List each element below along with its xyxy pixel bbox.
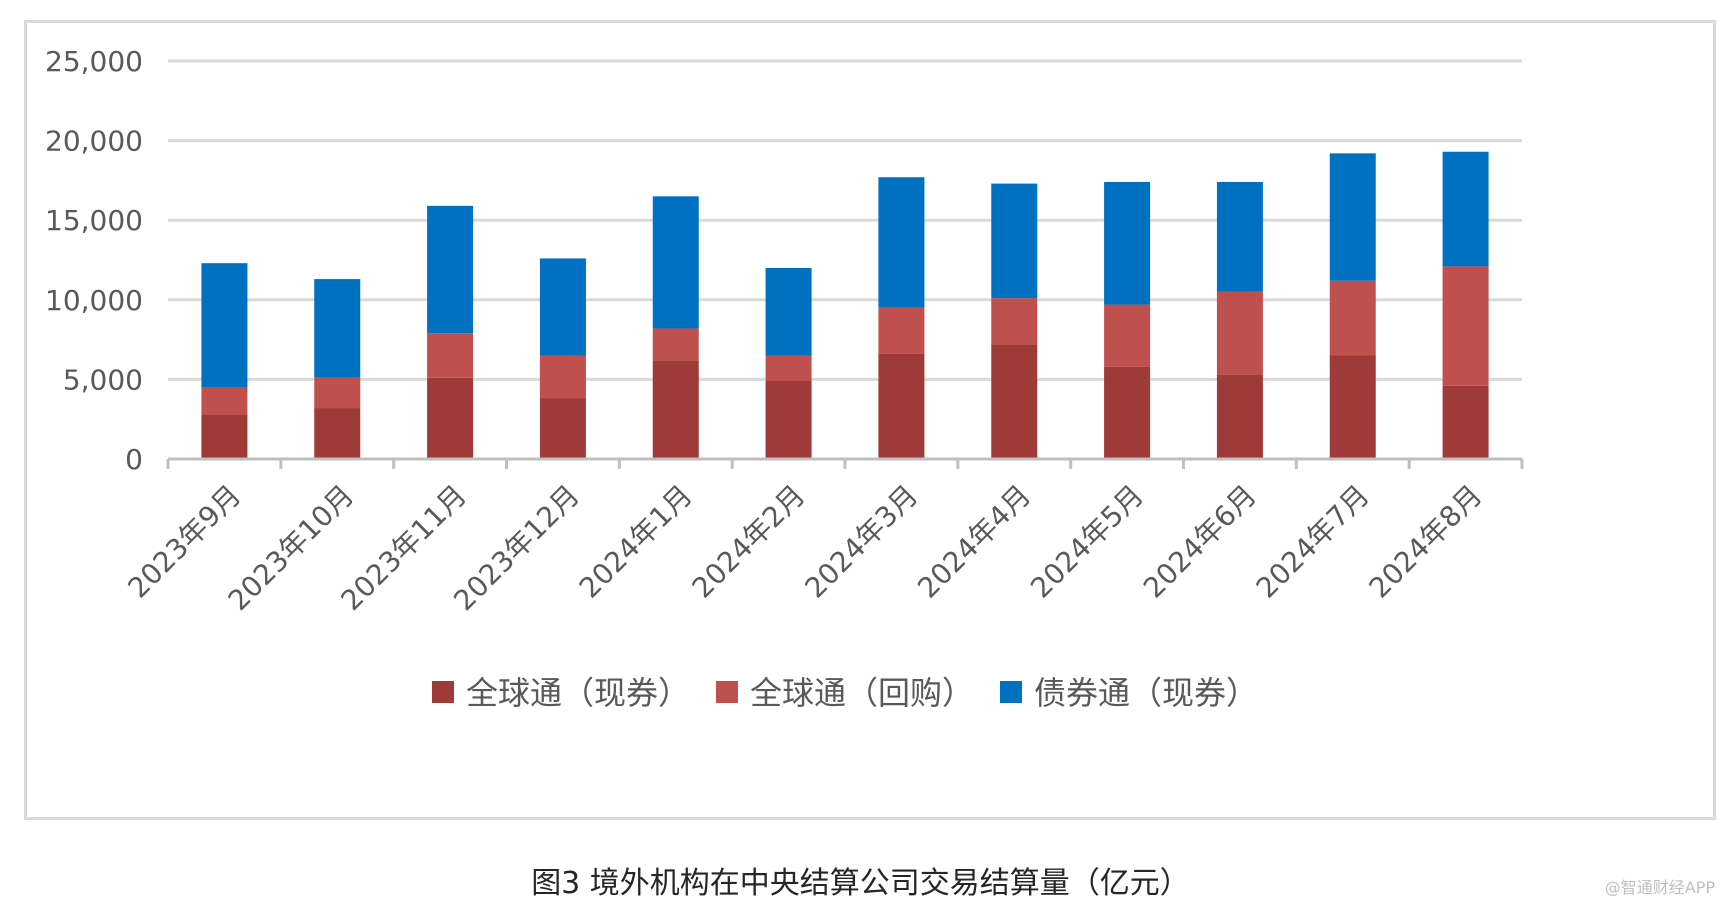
y-axis-ticks: 0 5,000 10,000 15,000 20,000 25,000 bbox=[45, 45, 143, 476]
y-tick-label: 10,000 bbox=[45, 284, 143, 317]
watermark: @智通财经APP bbox=[1604, 878, 1715, 897]
bar-segment-series-2 bbox=[991, 298, 1038, 345]
bar-segment-series-3 bbox=[314, 279, 361, 378]
y-tick-label: 15,000 bbox=[45, 204, 143, 237]
bar-segment-series-1 bbox=[427, 377, 474, 459]
bar-segment-series-3 bbox=[652, 196, 699, 329]
bar-segment-series-3 bbox=[201, 263, 248, 388]
y-tick-label: 0 bbox=[125, 443, 143, 476]
bar-segment-series-1 bbox=[1216, 374, 1263, 459]
x-tick-label: 2024年5月 bbox=[1024, 479, 1150, 605]
bar-segment-series-1 bbox=[314, 408, 361, 459]
legend-label: 全球通（回购） bbox=[750, 674, 974, 712]
bar-segment-series-2 bbox=[1216, 291, 1263, 375]
bar-segment-series-2 bbox=[878, 307, 925, 354]
bar-segment-series-1 bbox=[765, 380, 812, 459]
bar-segment-series-1 bbox=[1104, 366, 1151, 459]
bar-segment-series-2 bbox=[201, 387, 248, 415]
bar-segment-series-2 bbox=[1329, 280, 1376, 356]
bar-segment-series-1 bbox=[1442, 385, 1489, 459]
bar-segment-series-3 bbox=[1104, 181, 1151, 305]
bar-segment-series-3 bbox=[878, 177, 925, 308]
legend-label: 债券通（现券） bbox=[1034, 674, 1258, 712]
bar-segment-series-1 bbox=[991, 344, 1038, 459]
bar-segment-series-1 bbox=[539, 398, 586, 459]
bar-segment-series-2 bbox=[1442, 266, 1489, 386]
gridlines bbox=[168, 59, 1522, 381]
bars bbox=[201, 151, 1489, 459]
y-tick-label: 20,000 bbox=[45, 125, 143, 158]
bar-segment-series-2 bbox=[427, 333, 474, 378]
bar-segment-series-3 bbox=[1442, 151, 1489, 267]
legend-swatch-series-1 bbox=[431, 681, 454, 703]
x-tick-label: 2024年2月 bbox=[686, 479, 812, 605]
legend-swatch-series-3 bbox=[1000, 681, 1023, 703]
x-tick-label: 2024年6月 bbox=[1137, 479, 1263, 605]
bar-segment-series-1 bbox=[878, 353, 925, 459]
x-tick-label: 2024年4月 bbox=[911, 479, 1037, 605]
y-tick-label: 5,000 bbox=[63, 363, 143, 396]
x-axis-labels: 2023年9月2023年10月2023年11月2023年12月2024年1月20… bbox=[121, 479, 1488, 618]
bar-segment-series-2 bbox=[1104, 304, 1151, 367]
bar-segment-series-3 bbox=[539, 258, 586, 356]
bar-segment-series-3 bbox=[1329, 153, 1376, 281]
bar-segment-series-1 bbox=[1329, 355, 1376, 459]
bar-segment-series-2 bbox=[765, 355, 812, 381]
bar-segment-series-1 bbox=[201, 414, 248, 459]
x-tick-label: 2024年1月 bbox=[573, 479, 699, 605]
chart-frame bbox=[24, 20, 1716, 820]
chart-caption: 图3 境外机构在中央结算公司交易结算量（亿元） bbox=[531, 866, 1190, 901]
bar-segment-series-2 bbox=[539, 355, 586, 399]
bar-segment-series-3 bbox=[991, 183, 1038, 299]
y-tick-label: 25,000 bbox=[45, 45, 143, 78]
legend-label: 全球通（现券） bbox=[466, 674, 690, 712]
bar-segment-series-2 bbox=[314, 377, 361, 409]
legend-swatch-series-2 bbox=[715, 681, 738, 703]
x-tick-label: 2024年3月 bbox=[798, 479, 924, 605]
x-tick-label: 2024年7月 bbox=[1250, 479, 1376, 605]
bar-segment-series-1 bbox=[652, 360, 699, 459]
x-tick-label: 2024年8月 bbox=[1363, 479, 1489, 605]
x-axis bbox=[166, 457, 1524, 469]
bar-segment-series-3 bbox=[427, 205, 474, 334]
bar-segment-series-3 bbox=[765, 267, 812, 356]
bar-segment-series-2 bbox=[652, 328, 699, 361]
bar-segment-series-3 bbox=[1216, 181, 1263, 292]
legend: 全球通（现券） 全球通（回购） 债券通（现券） bbox=[431, 674, 1258, 712]
